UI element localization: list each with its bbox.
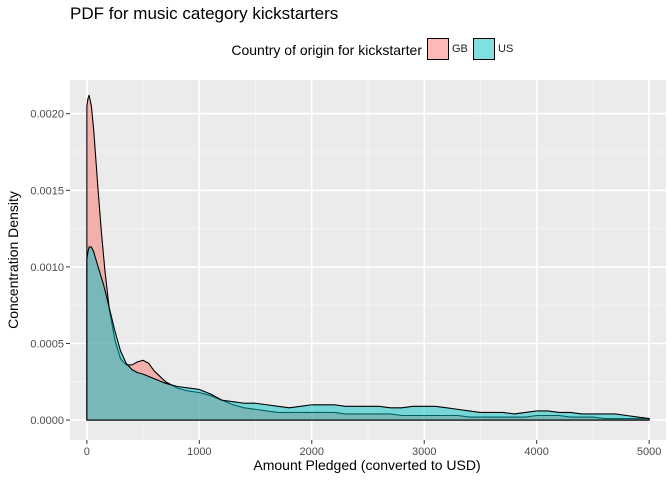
- chart-title: PDF for music category kickstarters: [70, 4, 339, 23]
- x-axis-title: Amount Pledged (converted to USD): [253, 457, 480, 473]
- x-tick-label: 2000: [300, 446, 324, 458]
- legend-key-us: [473, 38, 495, 60]
- x-tick-label: 1000: [187, 446, 211, 458]
- x-tick-label: 5000: [637, 446, 661, 458]
- y-tick-label: 0.0020: [30, 109, 64, 121]
- y-tick-label: 0.0010: [30, 262, 64, 274]
- x-axis: 0 1000 2000 3000 4000 5000: [84, 440, 661, 458]
- x-tick-label: 4000: [524, 446, 548, 458]
- series-layer: [86, 94, 650, 421]
- y-tick-label: 0.0005: [30, 338, 64, 350]
- legend-key-gb: [427, 38, 449, 60]
- y-axis: 0.0000 0.0005 0.0010 0.0015 0.0020: [30, 109, 70, 427]
- y-tick-label: 0.0000: [30, 415, 64, 427]
- y-tick-label: 0.0015: [30, 185, 64, 197]
- legend-title: Country of origin for kickstarter: [231, 42, 422, 58]
- x-tick-label: 3000: [412, 446, 436, 458]
- major-grid: [70, 80, 666, 440]
- density-area-us: [86, 246, 650, 421]
- legend-label-gb: GB: [452, 43, 468, 55]
- legend-label-us: US: [498, 43, 514, 55]
- x-tick-label: 0: [84, 446, 90, 458]
- y-axis-title: Concentration Density: [5, 191, 21, 329]
- legend: Country of origin for kickstarter GB US: [0, 38, 672, 64]
